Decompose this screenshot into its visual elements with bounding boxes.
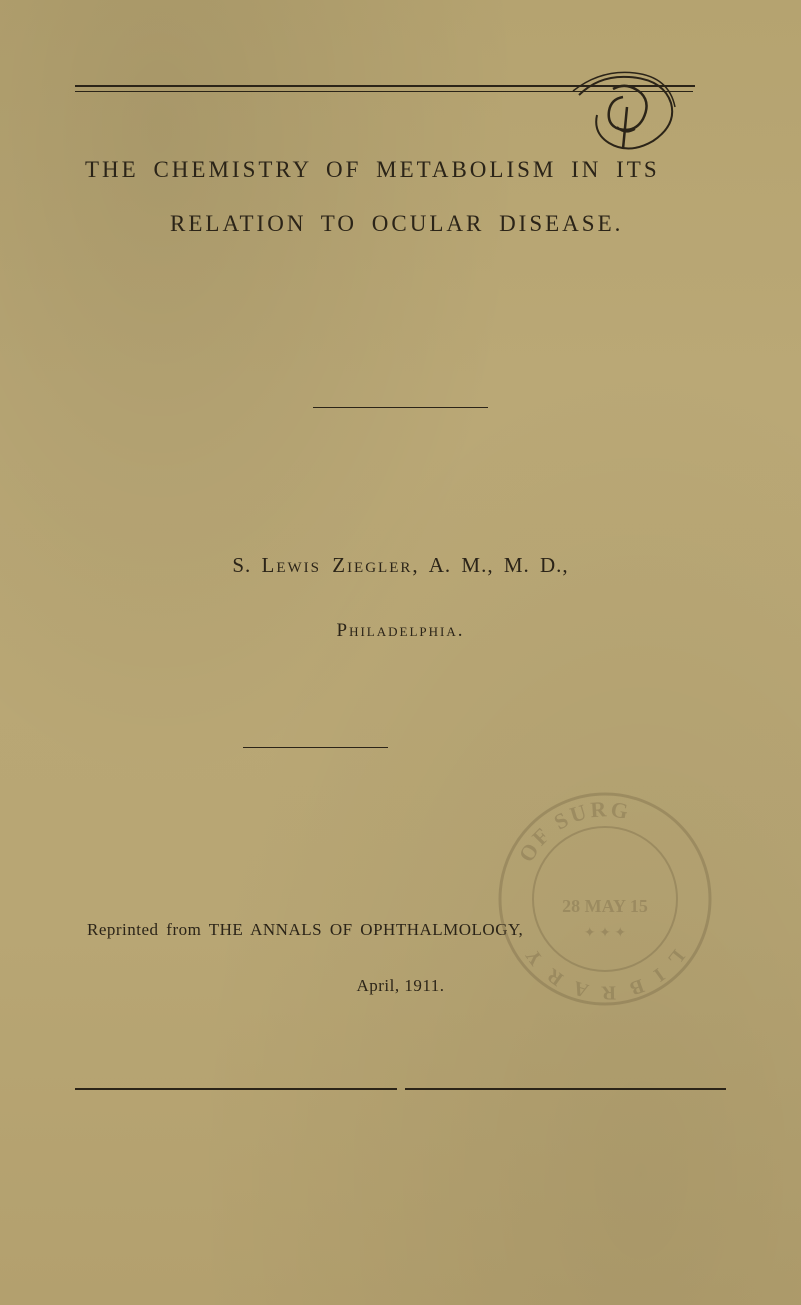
top-rule-container bbox=[75, 85, 726, 92]
library-stamp-icon: OF SURG L I B R A R Y 28 MAY 15 ✦ ✦ ✦ bbox=[488, 782, 723, 1017]
svg-text:OF SURG: OF SURG bbox=[513, 796, 633, 866]
document-page: THE CHEMISTRY OF METABOLISM IN ITS RELAT… bbox=[0, 0, 801, 1150]
bottom-rule-seg-1 bbox=[75, 1088, 397, 1090]
title-line-2: RELATION TO OCULAR DISEASE. bbox=[85, 211, 726, 237]
author-prefix: S. bbox=[232, 553, 251, 577]
stamp-text-bottom: L I B R A R Y bbox=[519, 942, 689, 1004]
monogram-icon bbox=[571, 67, 681, 155]
stamp-text-top: OF SURG bbox=[513, 796, 633, 866]
bottom-rule bbox=[75, 1088, 726, 1090]
city: Philadelphia. bbox=[75, 620, 726, 642]
title-block: THE CHEMISTRY OF METABOLISM IN ITS RELAT… bbox=[75, 157, 726, 237]
stamp-center: 28 MAY 15 bbox=[562, 896, 648, 916]
author-line: S. Lewis Ziegler, A. M., M. D., bbox=[75, 553, 726, 578]
author-name: Lewis Ziegler, bbox=[262, 553, 420, 577]
svg-text:L I B R A R Y: L I B R A R Y bbox=[519, 942, 689, 1004]
bottom-rule-seg-2 bbox=[405, 1088, 727, 1090]
short-rule bbox=[243, 747, 388, 748]
stamp-mark: ✦ ✦ ✦ bbox=[584, 926, 626, 941]
title-line-1: THE CHEMISTRY OF METABOLISM IN ITS bbox=[85, 157, 726, 183]
mid-rule bbox=[313, 407, 488, 408]
author-credentials: A. M., M. D., bbox=[429, 553, 569, 577]
